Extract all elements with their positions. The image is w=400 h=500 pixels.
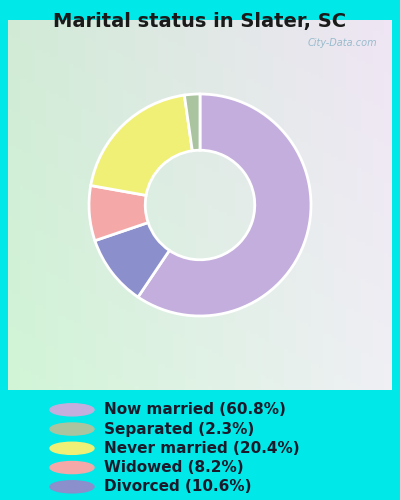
Text: City-Data.com: City-Data.com	[308, 38, 378, 48]
Circle shape	[50, 423, 94, 435]
Circle shape	[50, 442, 94, 454]
Circle shape	[50, 481, 94, 493]
Wedge shape	[95, 222, 170, 297]
Circle shape	[50, 462, 94, 473]
Circle shape	[50, 404, 94, 416]
Text: Separated (2.3%): Separated (2.3%)	[104, 422, 254, 436]
Text: Never married (20.4%): Never married (20.4%)	[104, 441, 300, 456]
Text: Marital status in Slater, SC: Marital status in Slater, SC	[54, 12, 346, 32]
Text: Now married (60.8%): Now married (60.8%)	[104, 402, 286, 417]
Wedge shape	[89, 186, 148, 240]
Wedge shape	[138, 94, 311, 316]
Text: Widowed (8.2%): Widowed (8.2%)	[104, 460, 244, 475]
Wedge shape	[184, 94, 200, 151]
Wedge shape	[91, 95, 192, 196]
Text: Divorced (10.6%): Divorced (10.6%)	[104, 480, 252, 494]
